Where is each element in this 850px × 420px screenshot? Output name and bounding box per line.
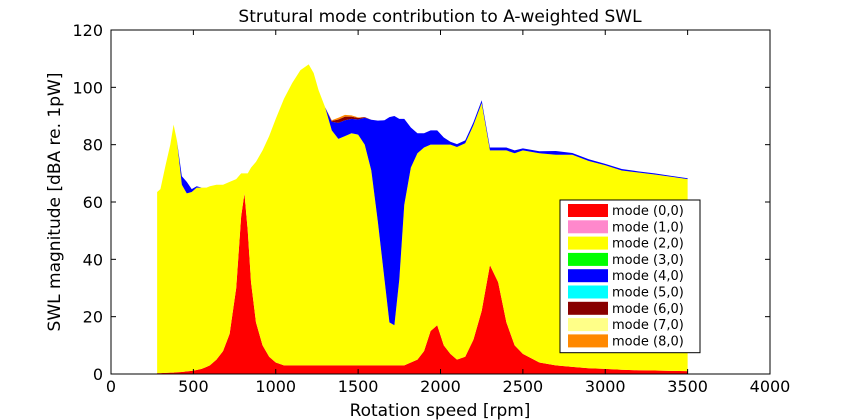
area-mode-2 [157,64,688,374]
y-axis: 0 20 40 60 80 100 120 [72,21,770,384]
legend-swatch [568,334,608,348]
x-tick-label: 1000 [255,377,296,396]
legend-label: mode (0,0) [612,204,684,219]
x-tick-label: 500 [178,377,209,396]
x-tick-label: 2500 [503,377,544,396]
legend-swatch [568,236,608,250]
legend-label: mode (5,0) [612,286,684,301]
legend: mode (0,0)mode (1,0) mode (2,0)mode (3,0)… [559,199,701,354]
legend-label: mode (4,0) [612,269,684,284]
legend-swatch [568,220,608,234]
y-axis-label: SWL magnitude [dBA re. 1pW] [45,73,65,332]
legend-label: mode (2,0) [612,237,684,252]
legend-swatch [568,252,608,266]
x-tick-label: 0 [106,377,116,396]
legend-label: mode (6,0) [612,302,684,317]
legend-swatch [568,269,608,283]
x-tick-label: 1500 [338,377,379,396]
y-tick-label: 20 [83,308,103,327]
y-tick-label: 60 [83,193,103,212]
chart-title: Strutural mode contribution to A-weighte… [238,7,642,27]
legend-label: mode (3,0) [612,253,684,268]
legend-swatch [568,301,608,315]
y-tick-label: 0 [93,365,103,384]
y-tick-label: 40 [83,250,103,269]
y-tick-label: 100 [72,78,103,97]
y-tick-label: 120 [72,21,103,40]
legend-label: mode (7,0) [612,318,684,333]
x-tick-label: 4000 [750,377,791,396]
y-tick-label: 80 [83,136,103,155]
plot-areas [157,64,688,374]
x-tick-label: 3500 [667,377,708,396]
x-axis: 0 500 1000 1500 2000 2500 3000 3500 4000 [106,30,790,396]
x-tick-label: 2000 [420,377,461,396]
x-tick-label: 3000 [585,377,626,396]
legend-swatch [568,318,608,332]
legend-label: mode (1,0) [612,220,684,235]
legend-swatch [568,204,608,217]
legend-label: mode (8,0) [612,334,684,349]
legend-swatch [568,285,608,299]
x-axis-label: Rotation speed [rpm] [350,401,531,420]
